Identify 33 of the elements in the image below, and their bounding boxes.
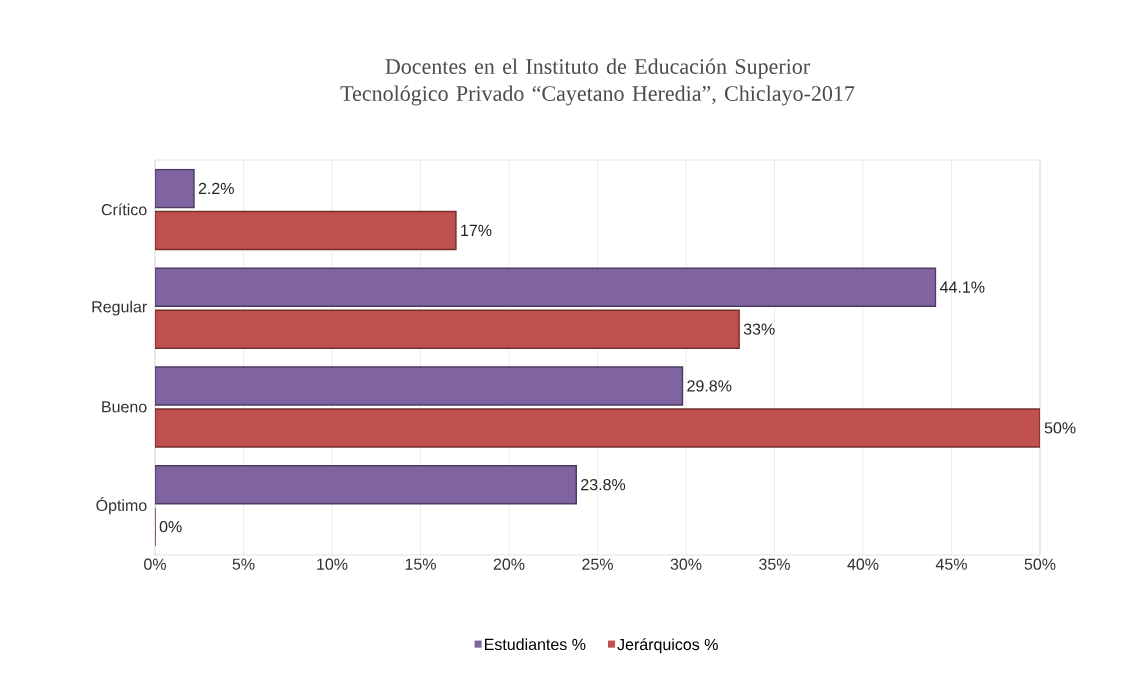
legend-label: Jerárquicos % — [617, 638, 718, 654]
x-tick-label: 40% — [847, 558, 879, 570]
x-tick-label: 50% — [1024, 558, 1056, 570]
bar — [155, 309, 740, 349]
x-tick-label: 30% — [670, 558, 702, 570]
x-tick-label: 10% — [317, 558, 348, 570]
y-tick-label: Crítico — [101, 203, 147, 216]
y-tick-label: Óptimo — [96, 497, 147, 515]
data-label: 33% — [743, 323, 775, 335]
y-tick-label: Regular — [92, 300, 147, 316]
bar — [155, 267, 937, 307]
data-label: 23.8% — [581, 478, 626, 491]
x-tick-label: 35% — [759, 558, 790, 570]
x-tick-label: 5% — [232, 558, 255, 570]
data-label: 17% — [461, 224, 492, 236]
x-tick-label: 45% — [935, 558, 967, 570]
x-tick-label: 20% — [493, 558, 525, 570]
data-label: 0% — [159, 520, 182, 533]
bar — [155, 464, 578, 505]
bar — [155, 408, 1040, 448]
bar — [155, 366, 684, 406]
data-label: 50% — [1044, 422, 1076, 434]
x-tick-label: 0% — [144, 558, 166, 570]
y-tick-label: Bueno — [102, 401, 147, 413]
chart-title: Docentes en el Instituto de Educación Superior Tecnológico Privado “Cayetano Heredia”, Chiclayo-2017 — [340, 58, 855, 106]
data-label: 29.8% — [687, 380, 732, 392]
data-label: 2.2% — [198, 182, 234, 195]
bar — [155, 168, 195, 209]
x-tick-label: 25% — [582, 558, 613, 570]
legend-label: Estudiantes % — [485, 638, 586, 651]
x-tick-label: 15% — [405, 558, 436, 570]
data-label: 44.1% — [940, 281, 985, 293]
bar — [155, 210, 457, 251]
